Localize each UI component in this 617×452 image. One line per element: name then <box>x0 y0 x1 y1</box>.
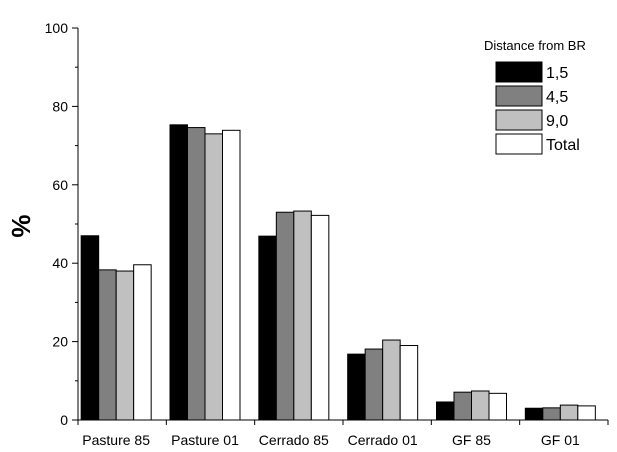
bar-cerrado-01-90 <box>382 339 401 421</box>
bar-pasture-01-45 <box>187 127 206 421</box>
legend-title: Distance from BR <box>484 38 586 53</box>
x-tick-label: Cerrado 85 <box>259 432 329 448</box>
y-axis-title-group: % <box>6 214 36 237</box>
legend-label: 4,5 <box>546 89 568 106</box>
x-tick-label: Pasture 01 <box>171 432 239 448</box>
bar-gf-01-45 <box>542 407 561 421</box>
bar-gf-01-15 <box>524 407 544 421</box>
y-tick-label: 0 <box>60 412 68 428</box>
y-tick-label: 40 <box>52 255 68 271</box>
bar-pasture-85-45 <box>98 269 117 421</box>
y-tick-label: 60 <box>52 177 68 193</box>
bar-gf-01-90 <box>559 404 579 421</box>
bar-cerrado-01-45 <box>364 348 384 421</box>
bar-pasture-85-15 <box>80 235 100 421</box>
legend-swatch <box>495 109 543 131</box>
x-tick-label: GF 01 <box>541 432 580 448</box>
bar-cerrado-01-15 <box>347 353 366 421</box>
x-tick-label: GF 85 <box>452 432 491 448</box>
x-tick-label: Cerrado 01 <box>348 432 418 448</box>
bar-cerrado-85-90 <box>293 210 312 421</box>
x-tick-label: Pasture 85 <box>82 432 150 448</box>
bar-pasture-85-90 <box>115 270 135 421</box>
legend-label: 9,0 <box>546 113 568 130</box>
axes-group: Pasture 85 Pasture 01 Cerrado 85 Cerrado 01… <box>45 20 609 448</box>
bar-cerrado-01-total <box>399 345 419 421</box>
bar-gf-85-90 <box>471 390 490 421</box>
bar-cerrado-85-total <box>310 214 330 421</box>
legend-swatch <box>495 61 543 83</box>
legend: Distance from BR 1,5 4,5 9,0 Total <box>473 31 609 158</box>
legend-label: 1,5 <box>546 65 568 82</box>
bar-gf-85-45 <box>453 391 472 421</box>
y-tick-label: 80 <box>52 98 68 114</box>
bar-pasture-85-total <box>133 264 152 421</box>
bar-cerrado-85-45 <box>275 211 295 421</box>
legend-swatch <box>495 133 543 155</box>
bar-gf-85-total <box>488 392 507 421</box>
bar-gf-01-total <box>577 405 596 421</box>
bar-pasture-01-total <box>222 129 241 421</box>
y-tick-label: 100 <box>45 20 69 36</box>
bar-cerrado-85-15 <box>258 235 277 421</box>
legend-label: Total <box>546 137 580 154</box>
y-tick-label: 20 <box>52 334 68 350</box>
bar-pasture-01-15 <box>169 124 188 421</box>
bar-gf-85-15 <box>436 401 455 421</box>
legend-swatch <box>495 85 543 107</box>
bar-pasture-01-90 <box>204 133 223 421</box>
y-axis-title: % <box>6 214 36 237</box>
bars-group <box>80 124 596 421</box>
